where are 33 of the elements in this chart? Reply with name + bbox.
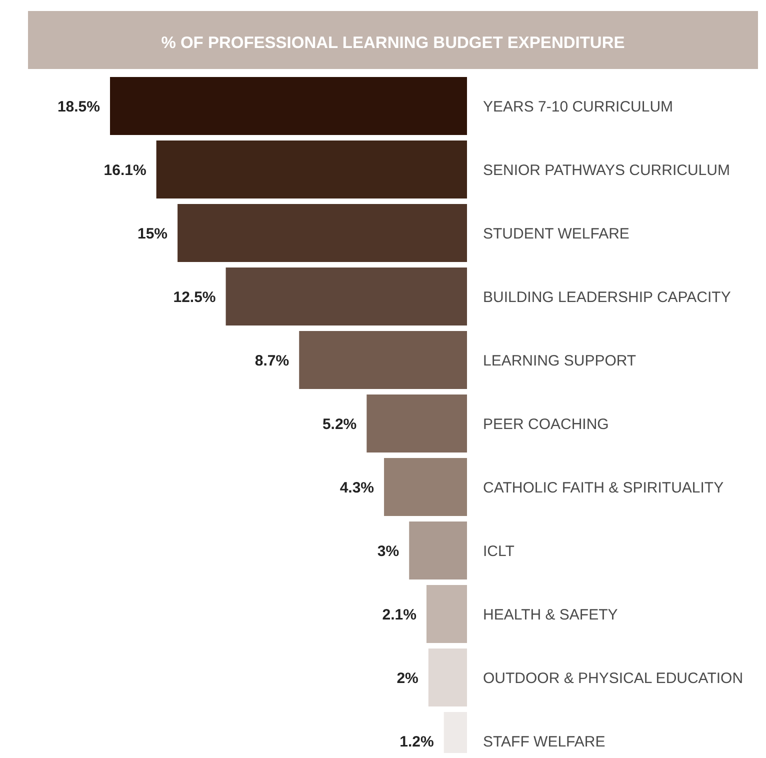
data-label: 4.3% — [340, 479, 374, 496]
data-label: 18.5% — [57, 98, 100, 116]
y-tick-label: STAFF WELFARE — [483, 733, 606, 750]
data-label: 2.1% — [382, 606, 416, 624]
y-tick-label: BUILDING LEADERSHIP CAPACITY — [483, 288, 731, 306]
data-label: 15% — [138, 225, 168, 242]
bar — [110, 77, 467, 135]
data-label: 12.5% — [173, 288, 216, 306]
bar — [384, 458, 467, 516]
y-tick-label: SENIOR PATHWAYS CURRICULUM — [483, 162, 730, 179]
data-label: 3% — [377, 542, 400, 560]
y-tick-label: ICLT — [483, 542, 514, 560]
data-label: 1.2% — [400, 733, 434, 750]
data-label: 5.2% — [322, 416, 357, 433]
bar — [409, 522, 467, 580]
y-tick-label: CATHOLIC FAITH & SPIRITUALITY — [483, 479, 724, 496]
chart-title: % OF PROFESSIONAL LEARNING BUDGET EXPENDITURE — [161, 34, 625, 52]
bar — [366, 394, 467, 452]
bar — [299, 331, 467, 389]
y-tick-label: STUDENT WELFARE — [483, 225, 630, 242]
y-tick-label: OUTDOOR & PHYSICAL EDUCATION — [483, 670, 744, 687]
bar — [226, 268, 467, 326]
y-tick-label: PEER COACHING — [483, 416, 609, 433]
bar — [178, 204, 467, 262]
y-tick-label: YEARS 7-10 CURRICULUM — [483, 98, 674, 116]
bar — [156, 140, 467, 198]
data-label: 16.1% — [104, 162, 146, 179]
y-tick-label: LEARNING SUPPORT — [483, 352, 636, 370]
bar — [428, 648, 467, 706]
data-label: 8.7% — [254, 352, 290, 370]
y-tick-label: HEALTH & SAFETY — [483, 606, 618, 624]
bar — [426, 585, 467, 643]
data-label: 2% — [396, 670, 418, 687]
